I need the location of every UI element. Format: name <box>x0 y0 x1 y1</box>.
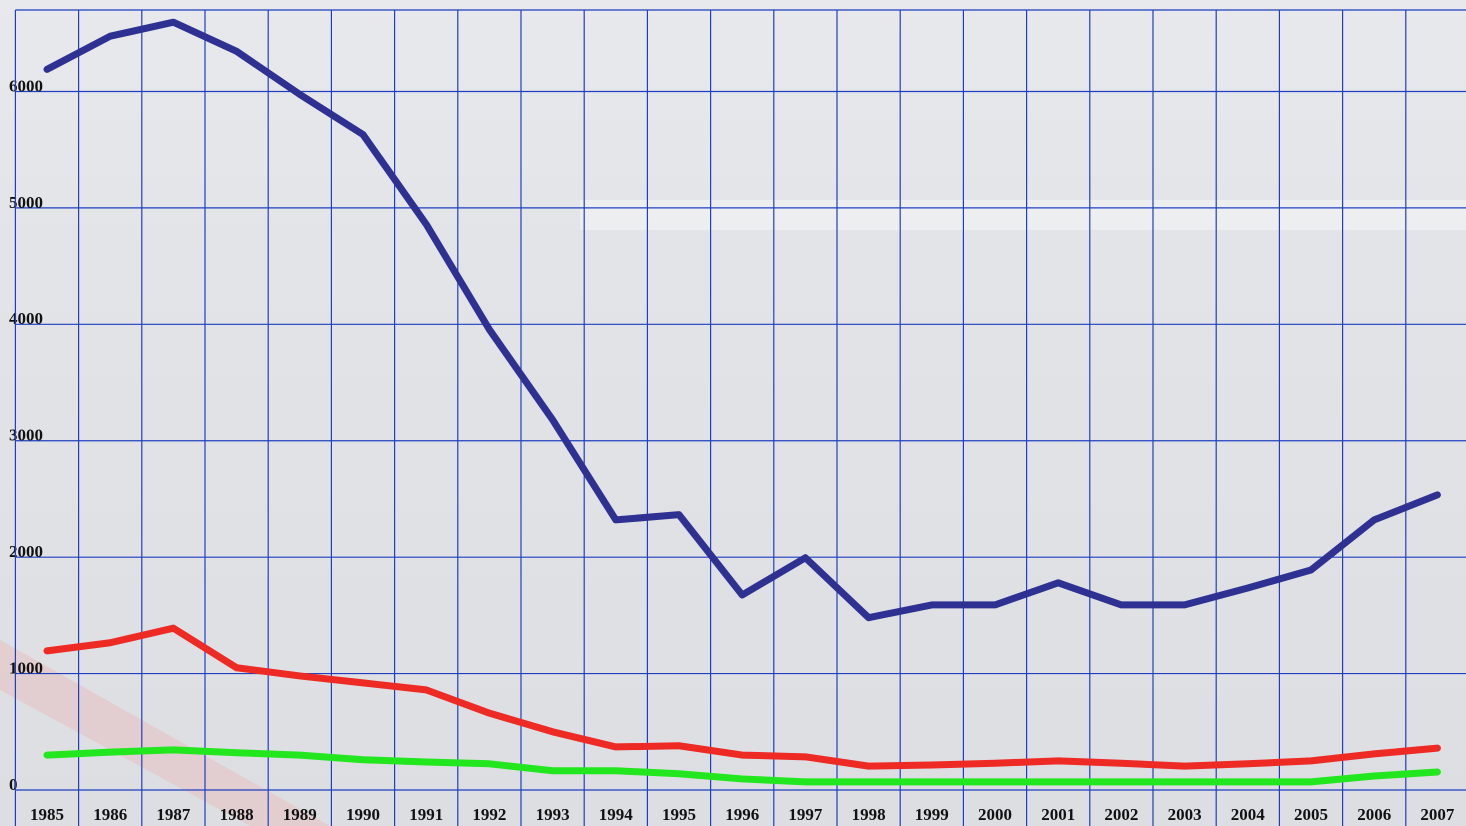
x-tick-label: 1987 <box>156 805 191 824</box>
background-ice <box>580 200 1466 230</box>
x-tick-label: 1994 <box>599 805 634 824</box>
x-tick-label: 1993 <box>536 805 570 824</box>
x-tick-label: 1995 <box>662 805 696 824</box>
x-tick-label: 1992 <box>472 805 506 824</box>
x-tick-label: 2005 <box>1294 805 1328 824</box>
x-tick-label: 1991 <box>409 805 443 824</box>
x-tick-label: 2001 <box>1041 805 1075 824</box>
data-line <box>43 624 1441 770</box>
x-tick-label: 2000 <box>978 805 1012 824</box>
y-tick-label: 3000 <box>9 426 43 445</box>
x-tick-label: 1998 <box>852 805 886 824</box>
background-rail <box>0 640 330 826</box>
x-tick-label: 1988 <box>220 805 254 824</box>
x-tick-label: 2004 <box>1231 805 1266 824</box>
x-tick-label: 2003 <box>1168 805 1202 824</box>
x-tick-label: 1990 <box>346 805 380 824</box>
x-tick-label: 2002 <box>1104 805 1138 824</box>
y-tick-label: 1000 <box>9 658 43 677</box>
x-tick-label: 2007 <box>1420 805 1455 824</box>
x-tick-label: 1999 <box>915 805 949 824</box>
y-tick-label: 6000 <box>9 76 43 95</box>
x-tick-label: 1989 <box>283 805 317 824</box>
data-line <box>43 18 1441 622</box>
data-line <box>43 746 1441 786</box>
y-tick-label: 5000 <box>9 193 43 212</box>
x-tick-label: 1997 <box>788 805 823 824</box>
y-tick-label: 0 <box>9 775 18 794</box>
x-tick-label: 1986 <box>93 805 127 824</box>
x-tick-label: 1996 <box>725 805 759 824</box>
x-tick-label: 2006 <box>1357 805 1391 824</box>
x-tick-label: 1985 <box>30 805 64 824</box>
y-tick-label: 4000 <box>9 309 43 328</box>
y-tick-label: 2000 <box>9 542 43 561</box>
